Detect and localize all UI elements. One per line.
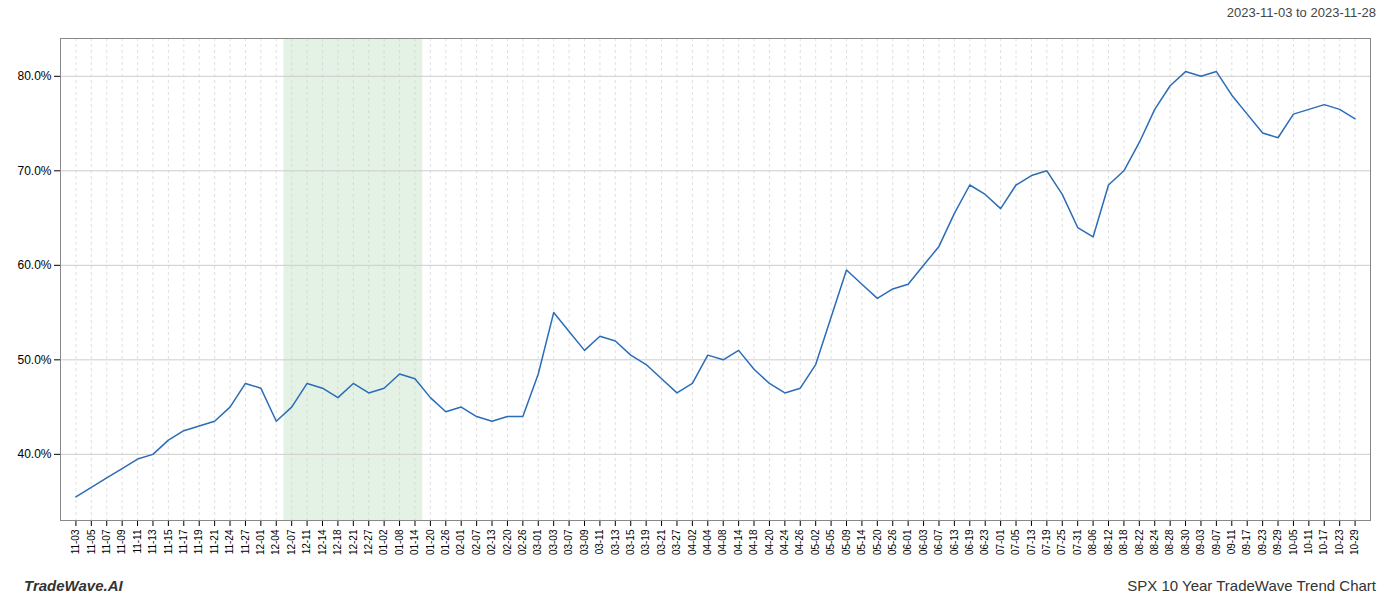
svg-text:04-20: 04-20 — [764, 529, 775, 555]
svg-text:05-20: 05-20 — [872, 529, 883, 555]
svg-text:01-20: 01-20 — [425, 529, 436, 555]
svg-text:12-18: 12-18 — [332, 529, 343, 555]
svg-text:09-03: 09-03 — [1195, 529, 1206, 555]
svg-text:03-11: 03-11 — [594, 529, 605, 554]
svg-text:11-15: 11-15 — [163, 529, 174, 554]
svg-text:05-14: 05-14 — [856, 529, 867, 555]
svg-text:08-24: 08-24 — [1149, 529, 1160, 555]
svg-text:12-21: 12-21 — [348, 529, 359, 555]
svg-text:07-25: 07-25 — [1056, 529, 1067, 555]
svg-text:10-17: 10-17 — [1318, 529, 1329, 555]
svg-text:05-09: 05-09 — [841, 529, 852, 555]
svg-text:50.0%: 50.0% — [17, 353, 51, 367]
svg-text:11-13: 11-13 — [147, 529, 158, 554]
svg-text:12-04: 12-04 — [270, 529, 281, 555]
svg-text:05-26: 05-26 — [887, 529, 898, 555]
html-text:TradeWave.AI: TradeWave.AI — [24, 576, 123, 594]
svg-text:07-01: 07-01 — [995, 529, 1006, 555]
svg-text:12-01: 12-01 — [255, 529, 266, 555]
svg-text:70.0%: 70.0% — [17, 164, 51, 178]
svg-text:04-14: 04-14 — [733, 529, 744, 555]
svg-text:10-11: 10-11 — [1303, 529, 1314, 554]
svg-text:09-11: 09-11 — [1226, 529, 1237, 554]
svg-text:02-07: 02-07 — [471, 529, 482, 555]
svg-text:11-09: 11-09 — [116, 529, 127, 554]
svg-text:07-13: 07-13 — [1026, 529, 1037, 555]
svg-text:11-27: 11-27 — [240, 529, 251, 554]
svg-text:06-13: 06-13 — [949, 529, 960, 555]
svg-text:03-15: 03-15 — [625, 529, 636, 555]
svg-text:11-17: 11-17 — [178, 529, 189, 554]
svg-text:03-09: 03-09 — [579, 529, 590, 555]
svg-text:06-01: 06-01 — [902, 529, 913, 555]
svg-text:08-30: 08-30 — [1180, 529, 1191, 555]
svg-text:06-03: 06-03 — [918, 529, 929, 555]
svg-text:10-05: 10-05 — [1288, 529, 1299, 555]
svg-text:04-02: 04-02 — [687, 529, 698, 555]
svg-text:10-29: 10-29 — [1349, 529, 1360, 555]
svg-text:02-26: 02-26 — [517, 529, 528, 555]
svg-text:01-02: 01-02 — [378, 529, 389, 555]
svg-text:03-19: 03-19 — [640, 529, 651, 555]
svg-text:04-26: 04-26 — [794, 529, 805, 555]
svg-text:01-14: 01-14 — [409, 529, 420, 555]
svg-text:11-05: 11-05 — [86, 529, 97, 554]
svg-text:40.0%: 40.0% — [17, 447, 51, 461]
svg-text:03-01: 03-01 — [532, 529, 543, 555]
html-text:SPX 10 Year TradeWave Trend Ch: SPX 10 Year TradeWave Trend Chart — [1127, 576, 1376, 594]
svg-text:12-27: 12-27 — [363, 529, 374, 555]
svg-text:03-21: 03-21 — [656, 529, 667, 555]
svg-text:60.0%: 60.0% — [17, 258, 51, 272]
svg-text:12-11: 12-11 — [301, 529, 312, 554]
svg-text:07-19: 07-19 — [1041, 529, 1052, 555]
svg-text:02-13: 02-13 — [486, 529, 497, 555]
svg-text:08-18: 08-18 — [1118, 529, 1129, 555]
svg-text:11-21: 11-21 — [209, 529, 220, 554]
svg-text:06-07: 06-07 — [933, 529, 944, 555]
svg-text:09-23: 09-23 — [1257, 529, 1268, 555]
svg-text:04-18: 04-18 — [748, 529, 759, 555]
svg-text:11-03: 11-03 — [70, 529, 81, 554]
svg-text:01-08: 01-08 — [394, 529, 405, 555]
svg-text:05-05: 05-05 — [825, 529, 836, 555]
svg-text:07-31: 07-31 — [1072, 529, 1083, 555]
html-text:2023-11-03 to 2023-11-28: 2023-11-03 to 2023-11-28 — [1226, 4, 1376, 20]
svg-text:02-01: 02-01 — [455, 529, 466, 555]
svg-text:04-24: 04-24 — [779, 529, 790, 555]
svg-text:80.0%: 80.0% — [17, 69, 51, 83]
svg-text:11-07: 11-07 — [101, 529, 112, 554]
svg-text:09-29: 09-29 — [1272, 529, 1283, 555]
svg-text:04-04: 04-04 — [702, 529, 713, 555]
svg-text:06-23: 06-23 — [979, 529, 990, 555]
svg-text:10-23: 10-23 — [1334, 529, 1345, 555]
svg-text:08-22: 08-22 — [1134, 529, 1145, 555]
svg-text:03-13: 03-13 — [610, 529, 621, 555]
svg-text:08-28: 08-28 — [1164, 529, 1175, 555]
svg-text:01-26: 01-26 — [440, 529, 451, 555]
svg-text:04-08: 04-08 — [717, 529, 728, 555]
svg-text:06-19: 06-19 — [964, 529, 975, 555]
svg-text:03-07: 03-07 — [563, 529, 574, 555]
svg-text:09-07: 09-07 — [1211, 529, 1222, 555]
svg-text:07-05: 07-05 — [1010, 529, 1021, 555]
svg-text:12-14: 12-14 — [317, 529, 328, 555]
svg-text:02-20: 02-20 — [502, 529, 513, 555]
svg-text:11-19: 11-19 — [193, 529, 204, 554]
svg-text:11-11: 11-11 — [132, 529, 143, 554]
svg-text:11-24: 11-24 — [224, 529, 235, 554]
svg-text:09-17: 09-17 — [1241, 529, 1252, 555]
svg-text:03-03: 03-03 — [548, 529, 559, 555]
svg-text:08-06: 08-06 — [1087, 529, 1098, 555]
svg-text:05-02: 05-02 — [810, 529, 821, 555]
svg-text:03-27: 03-27 — [671, 529, 682, 555]
svg-text:12-07: 12-07 — [286, 529, 297, 555]
svg-text:08-12: 08-12 — [1103, 529, 1114, 555]
